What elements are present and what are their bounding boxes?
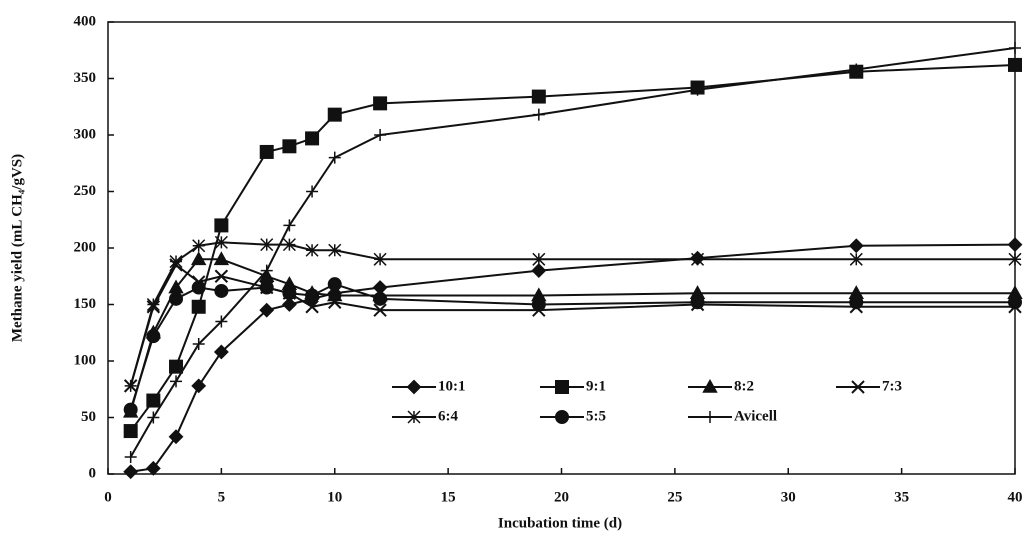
legend-marker xyxy=(556,411,568,423)
legend-label: 6:4 xyxy=(438,408,458,424)
y-tick-label: 200 xyxy=(74,239,97,255)
x-axis-label: Incubation time (d) xyxy=(498,515,622,531)
marker xyxy=(283,239,295,251)
marker xyxy=(170,375,182,387)
marker xyxy=(193,240,205,252)
y-tick-label: 250 xyxy=(74,183,97,199)
legend-label: 7:3 xyxy=(882,378,902,394)
marker xyxy=(261,239,273,251)
marker xyxy=(306,244,318,256)
x-tick-label: 25 xyxy=(667,489,682,505)
x-tick-label: 15 xyxy=(441,489,456,505)
marker xyxy=(170,256,182,268)
marker xyxy=(125,380,137,392)
legend-marker xyxy=(408,381,420,393)
y-tick-label: 350 xyxy=(74,70,97,86)
plot-frame xyxy=(108,22,1015,474)
legend-label: 10:1 xyxy=(438,378,466,394)
marker xyxy=(533,91,545,103)
marker xyxy=(374,129,386,141)
y-tick-label: 0 xyxy=(89,465,97,481)
marker xyxy=(533,299,545,311)
marker xyxy=(125,451,137,463)
marker xyxy=(329,278,341,290)
marker xyxy=(329,152,341,164)
y-tick-label: 150 xyxy=(74,296,97,312)
marker xyxy=(850,296,862,308)
marker xyxy=(147,299,159,311)
marker xyxy=(533,109,545,121)
marker xyxy=(215,285,227,297)
marker xyxy=(125,404,137,416)
marker xyxy=(692,253,704,265)
marker xyxy=(215,236,227,248)
marker xyxy=(1009,59,1021,71)
marker xyxy=(1009,296,1021,308)
marker xyxy=(1009,42,1021,54)
marker xyxy=(193,380,205,392)
x-tick-label: 20 xyxy=(554,489,569,505)
legend-label: Avicell xyxy=(734,408,777,424)
marker xyxy=(329,244,341,256)
marker xyxy=(193,301,205,313)
x-tick-label: 10 xyxy=(327,489,342,505)
marker xyxy=(1009,253,1021,265)
page: {"chart_data": {"type": "line", "x_label… xyxy=(0,0,1035,538)
marker xyxy=(193,282,205,294)
marker xyxy=(850,240,862,252)
marker xyxy=(374,293,386,305)
y-axis-label: Methane yield (mL CH₄/gVS) xyxy=(9,154,25,342)
marker xyxy=(374,97,386,109)
marker xyxy=(147,412,159,424)
marker xyxy=(170,361,182,373)
legend-label: 9:1 xyxy=(586,378,606,394)
marker xyxy=(329,109,341,121)
marker xyxy=(125,466,137,478)
x-tick-label: 35 xyxy=(894,489,909,505)
marker xyxy=(261,282,273,294)
y-tick-label: 400 xyxy=(74,13,97,29)
marker xyxy=(850,253,862,265)
marker xyxy=(306,186,318,198)
marker xyxy=(215,270,227,282)
legend-marker xyxy=(408,411,420,423)
marker xyxy=(692,296,704,308)
x-tick-label: 5 xyxy=(218,489,226,505)
marker xyxy=(125,425,137,437)
marker xyxy=(147,395,159,407)
y-tick-label: 300 xyxy=(74,126,97,142)
x-tick-label: 40 xyxy=(1008,489,1023,505)
marker xyxy=(147,330,159,342)
series-line xyxy=(131,48,1015,457)
legend-marker xyxy=(704,411,716,423)
legend-marker xyxy=(556,381,568,393)
chart: Incubation time (d) Methane yield (mL CH… xyxy=(0,0,1035,538)
marker xyxy=(283,140,295,152)
marker xyxy=(170,293,182,305)
marker xyxy=(533,253,545,265)
legend-label: 5:5 xyxy=(586,408,606,424)
y-tick-label: 100 xyxy=(74,352,97,368)
marker xyxy=(374,253,386,265)
marker xyxy=(533,265,545,277)
x-tick-label: 0 xyxy=(104,489,112,505)
marker xyxy=(261,146,273,158)
x-tick-label: 30 xyxy=(781,489,796,505)
marker xyxy=(306,132,318,144)
marker xyxy=(1009,239,1021,251)
legend-label: 8:2 xyxy=(734,378,754,394)
marker xyxy=(283,299,295,311)
marker xyxy=(283,287,295,299)
marker xyxy=(283,219,295,231)
y-tick-label: 50 xyxy=(81,409,96,425)
marker xyxy=(215,219,227,231)
marker xyxy=(306,289,318,301)
